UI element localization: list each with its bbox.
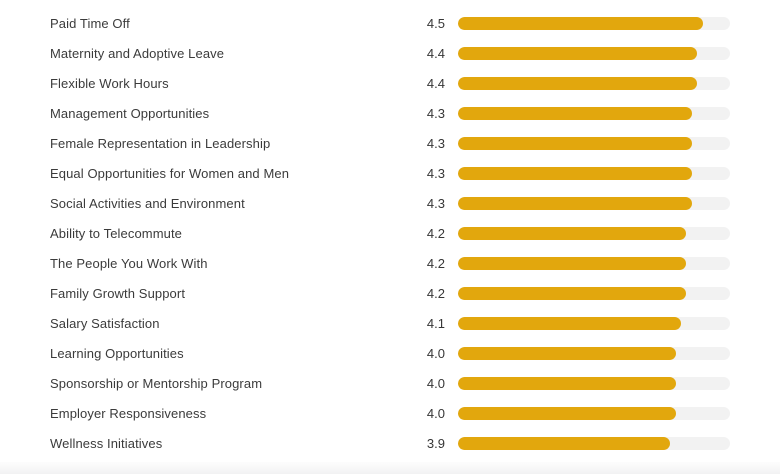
rating-row: The People You Work With 4.2 (0, 248, 780, 278)
rating-bar-fill (458, 196, 692, 210)
rating-row: Paid Time Off 4.5 (0, 8, 780, 38)
rating-value: 4.0 (426, 345, 445, 361)
rating-bar-fill (458, 436, 671, 450)
rating-row: Flexible Work Hours 4.4 (0, 68, 780, 98)
rating-bar-fill (458, 256, 687, 270)
rating-value: 4.0 (426, 405, 445, 421)
rating-bar-track (458, 226, 730, 240)
rating-value: 3.9 (426, 435, 445, 451)
rating-row: Learning Opportunities 4.0 (0, 338, 780, 368)
rating-bar-track (458, 106, 730, 120)
rating-value: 4.4 (426, 75, 445, 91)
category-label: Social Activities and Environment (50, 195, 245, 211)
rating-bar-track (458, 436, 730, 450)
rating-bar-track (458, 46, 730, 60)
rating-bar-fill (458, 46, 698, 60)
category-label: Family Growth Support (50, 285, 186, 301)
rating-bar-track (458, 316, 730, 330)
rating-value: 4.0 (426, 375, 445, 391)
rating-bar-fill (458, 136, 692, 150)
rating-row: Employer Responsiveness 4.0 (0, 398, 780, 428)
category-label: The People You Work With (50, 255, 208, 271)
rating-bar-fill (458, 76, 698, 90)
rating-bar-track (458, 346, 730, 360)
rating-bar-fill (458, 226, 687, 240)
rating-bar-track (458, 136, 730, 150)
rating-value: 4.2 (426, 255, 445, 271)
rating-bar-fill (458, 376, 676, 390)
bottom-edge-shade (0, 462, 780, 474)
rating-bar-track (458, 166, 730, 180)
rating-bar-fill (458, 286, 687, 300)
category-label: Maternity and Adoptive Leave (50, 45, 225, 61)
rating-value: 4.5 (426, 15, 445, 31)
rating-bar-track (458, 256, 730, 270)
rating-bar-fill (458, 106, 692, 120)
category-label: Flexible Work Hours (50, 75, 169, 91)
rating-bar-track (458, 76, 730, 90)
rating-row: Equal Opportunities for Women and Men 4.… (0, 158, 780, 188)
rating-row: Ability to Telecommute 4.2 (0, 218, 780, 248)
rating-value: 4.3 (426, 135, 445, 151)
rating-row: Salary Satisfaction 4.1 (0, 308, 780, 338)
category-label: Female Representation in Leadership (50, 135, 271, 151)
category-label: Learning Opportunities (50, 345, 184, 361)
category-label: Salary Satisfaction (50, 315, 160, 331)
rating-bar-fill (458, 16, 703, 30)
category-label: Sponsorship or Mentorship Program (50, 375, 263, 391)
rating-value: 4.2 (426, 285, 445, 301)
rating-bar-fill (458, 166, 692, 180)
rating-row: Female Representation in Leadership 4.3 (0, 128, 780, 158)
category-label: Ability to Telecommute (50, 225, 183, 241)
category-label: Management Opportunities (50, 105, 210, 121)
rating-bar-track (458, 286, 730, 300)
rating-row: Family Growth Support 4.2 (0, 278, 780, 308)
rating-bar-track (458, 16, 730, 30)
rating-value: 4.3 (426, 195, 445, 211)
rating-value: 4.2 (426, 225, 445, 241)
category-label: Equal Opportunities for Women and Men (50, 165, 290, 181)
rating-row: Management Opportunities 4.3 (0, 98, 780, 128)
rating-bar-track (458, 406, 730, 420)
rating-row: Wellness Initiatives 3.9 (0, 428, 780, 458)
rating-row: Social Activities and Environment 4.3 (0, 188, 780, 218)
rating-bar-fill (458, 406, 676, 420)
rating-value: 4.1 (426, 315, 445, 331)
rating-row: Maternity and Adoptive Leave 4.4 (0, 38, 780, 68)
category-label: Wellness Initiatives (50, 435, 163, 451)
rating-row: Sponsorship or Mentorship Program 4.0 (0, 368, 780, 398)
rating-bar-track (458, 376, 730, 390)
rating-value: 4.3 (426, 105, 445, 121)
category-ratings-bar-chart: Paid Time Off 4.5 Maternity and Adoptive… (0, 8, 780, 458)
category-label: Paid Time Off (50, 15, 130, 31)
rating-bar-fill (458, 316, 682, 330)
rating-bar-track (458, 196, 730, 210)
rating-bar-fill (458, 346, 676, 360)
rating-value: 4.3 (426, 165, 445, 181)
rating-value: 4.4 (426, 45, 445, 61)
category-label: Employer Responsiveness (50, 405, 207, 421)
